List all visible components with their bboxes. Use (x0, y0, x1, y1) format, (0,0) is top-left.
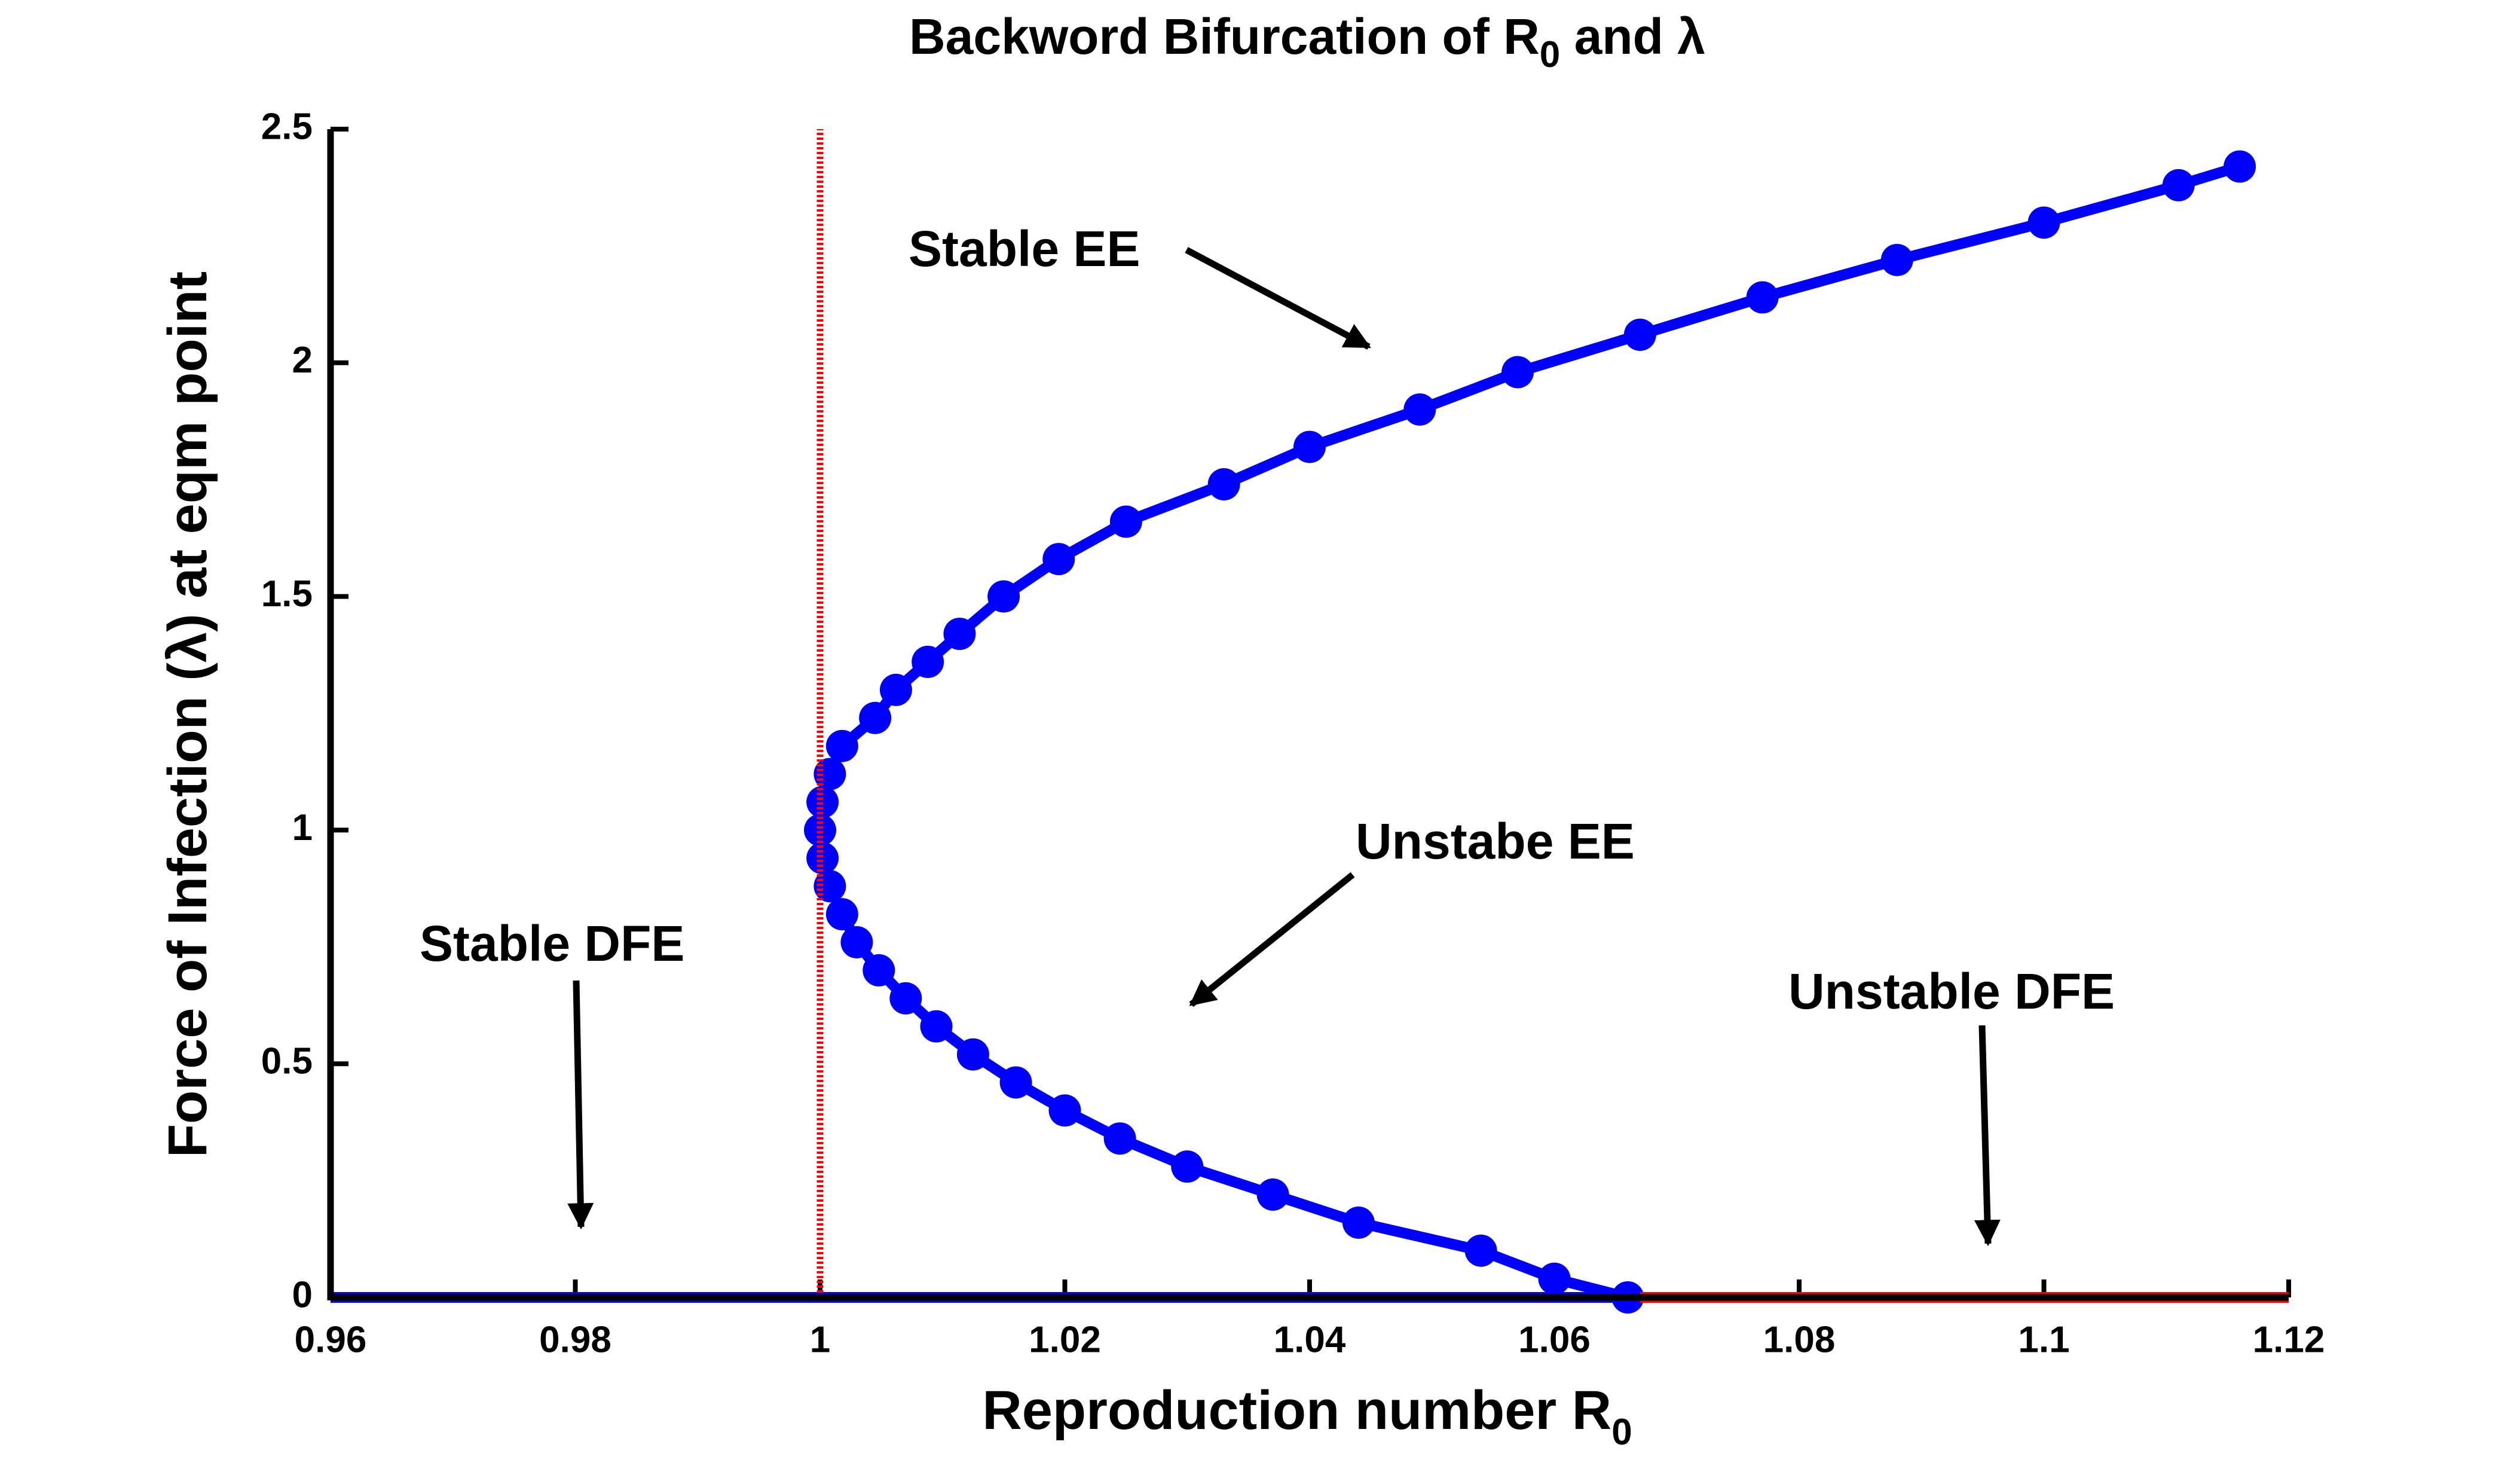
series-marker (1171, 1150, 1204, 1183)
chart-title: Backword Bifurcation of R0 and λ (909, 8, 1705, 75)
annotation-arrow (1185, 247, 1371, 350)
x-label-main: Reproduction number R (982, 1380, 1611, 1441)
series-marker (2224, 150, 2256, 183)
title-tail: and λ (1560, 8, 1705, 65)
series-marker (1501, 356, 1534, 389)
series-marker (999, 1066, 1032, 1099)
annotation: Unstable DFE (1788, 963, 2115, 1019)
annotation-arrow (1189, 872, 1355, 1007)
x-tick-label: 1.04 (1274, 1319, 1346, 1360)
series-marker (920, 1010, 953, 1043)
annotation: Stable EE (909, 221, 1140, 277)
series-marker (2162, 169, 2195, 201)
y-tick-label: 1 (292, 807, 313, 848)
series-marker (1403, 393, 1436, 426)
x-tick-label: 0.98 (539, 1319, 611, 1360)
series-marker (1042, 543, 1075, 576)
y-tick-label: 2 (292, 340, 313, 381)
series-marker (879, 673, 912, 706)
series-marker (1103, 1122, 1136, 1155)
series-marker (1464, 1234, 1497, 1267)
series-marker (825, 729, 858, 762)
series-marker (1256, 1178, 1289, 1211)
series-marker (863, 954, 895, 987)
y-tick-label: 1.5 (261, 573, 313, 615)
x-tick-label: 1 (810, 1319, 830, 1360)
x-tick-label: 1.08 (1763, 1319, 1836, 1360)
x-tick-label: 0.96 (295, 1319, 367, 1360)
series-marker (1048, 1094, 1081, 1127)
series-marker (1880, 243, 1913, 276)
series-marker (1623, 318, 1656, 351)
y-tick-label: 0.5 (261, 1041, 313, 1082)
series-marker (943, 618, 976, 650)
title-subscript: 0 (1540, 34, 1560, 75)
series-marker (1538, 1262, 1571, 1295)
series-marker (1746, 281, 1779, 314)
series-marker (1293, 430, 1326, 463)
series-marker (840, 926, 873, 958)
annotation: Unstabe EE (1356, 813, 1635, 869)
series-line (815, 161, 2241, 1303)
y-tick-label: 2.5 (261, 106, 313, 147)
series-marker (1207, 468, 1240, 501)
x-tick-label: 1.02 (1029, 1319, 1101, 1360)
series-marker (804, 814, 836, 847)
annotation-arrow (1974, 1025, 2001, 1247)
annotation: Stable DFE (420, 915, 684, 972)
x-tick-label: 1.12 (2253, 1319, 2325, 1360)
series-marker (956, 1038, 989, 1071)
series-marker (1342, 1206, 1375, 1239)
series-marker (825, 898, 858, 931)
series-marker (859, 701, 892, 734)
series-marker (912, 646, 944, 679)
x-axis-label: Reproduction number R0 (982, 1380, 1632, 1453)
series-marker (806, 842, 839, 875)
series-marker (1109, 505, 1142, 538)
x-tick-label: 1.06 (1518, 1319, 1591, 1360)
x-tick-label: 1.1 (2018, 1319, 2069, 1360)
series-marker (889, 982, 922, 1015)
x-label-subscript: 0 (1611, 1412, 1632, 1453)
series-marker (987, 580, 1020, 613)
annotation-arrow (567, 980, 594, 1230)
series-marker (806, 786, 839, 819)
title-main: Backword Bifurcation of R (909, 8, 1540, 65)
y-axis-label: Force of Infection (λ) at eqm point (157, 271, 218, 1158)
y-tick-label: 0 (292, 1274, 313, 1315)
series-marker (2027, 206, 2060, 239)
